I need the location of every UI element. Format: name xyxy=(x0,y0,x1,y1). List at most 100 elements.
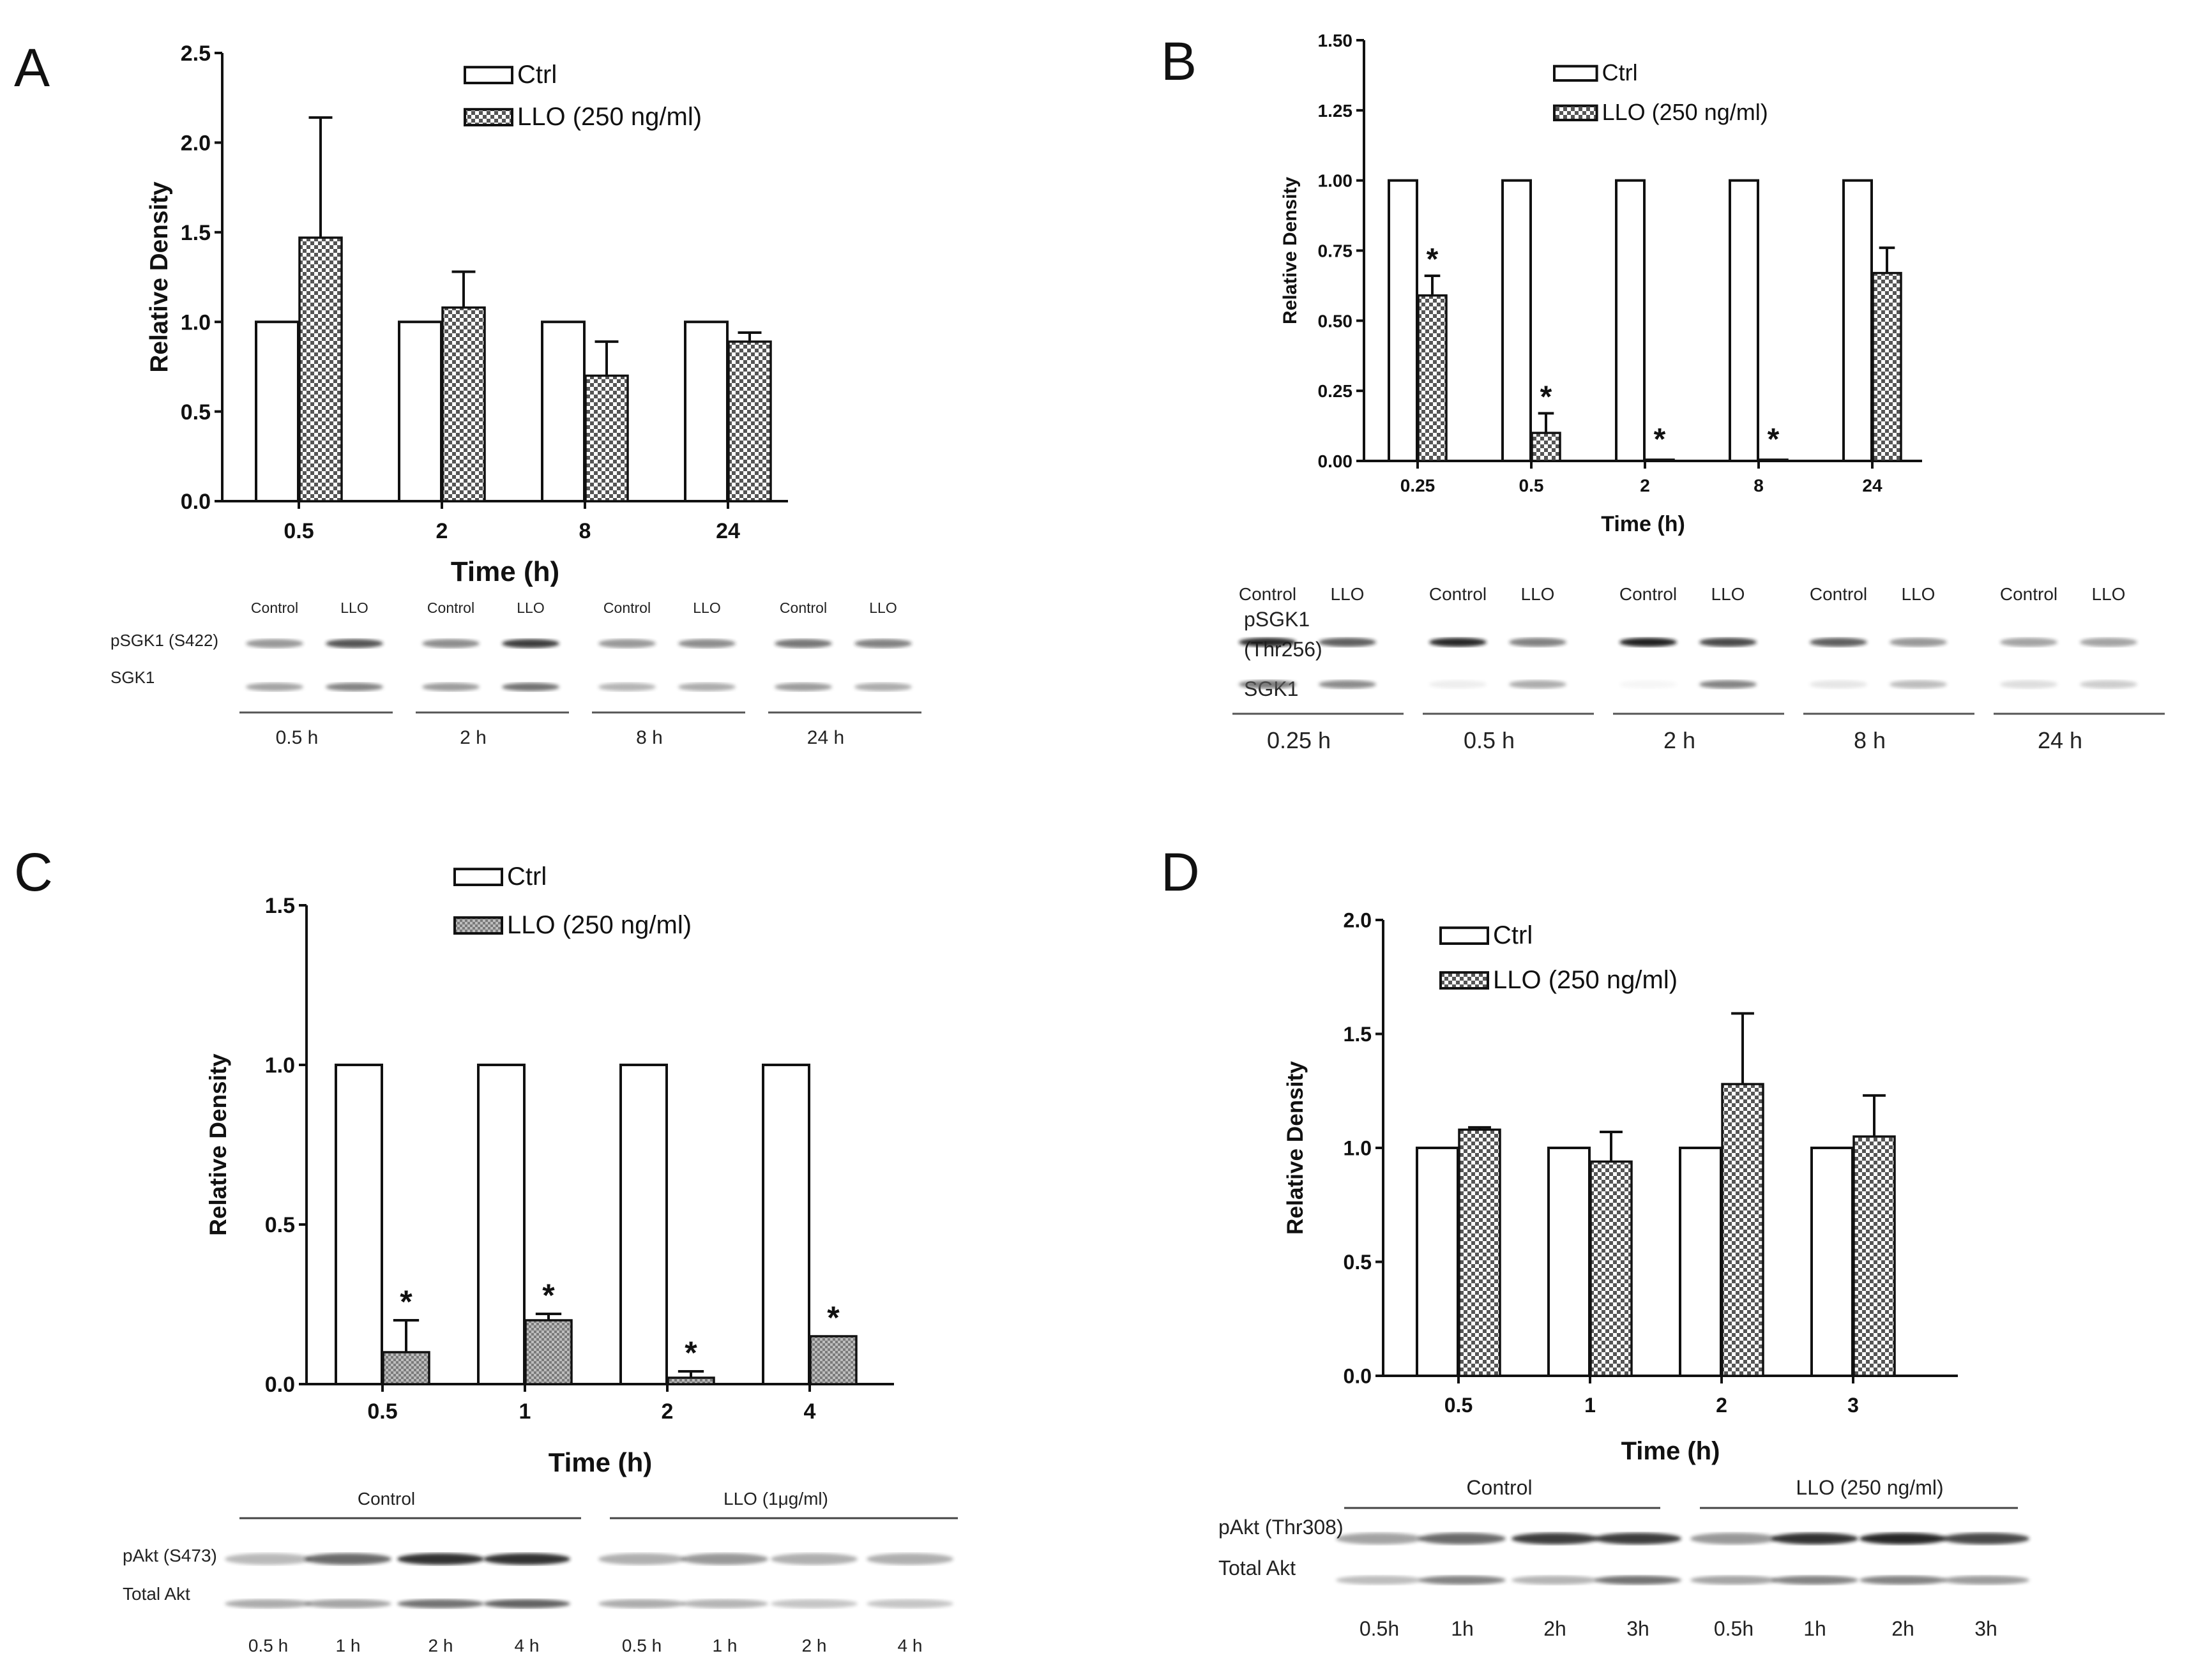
bar-ctrl xyxy=(1547,1147,1591,1377)
chart-a: 0.0 0.5 1.0 1.5 2.0 2.5 Relative Density 0.5 2 8 2… xyxy=(146,41,788,587)
x-axis-title: Time (h) xyxy=(1621,1437,1720,1465)
blot-band xyxy=(854,682,912,691)
blot-band xyxy=(1771,1533,1858,1544)
blot-band xyxy=(1336,1533,1423,1544)
blot-band xyxy=(483,1553,570,1565)
blot-band xyxy=(775,682,832,691)
y-tick-label: 0.50 xyxy=(1318,311,1353,331)
legend-label-llo: LLO (250 ng/ml) xyxy=(517,103,702,131)
x-tick-label: 24 xyxy=(1862,476,1882,495)
bar-llo xyxy=(441,306,486,502)
blot-lane-label: Control xyxy=(1619,584,1677,604)
bar-llo xyxy=(1589,1160,1633,1377)
significance-star: * xyxy=(827,1300,840,1336)
x-tick-label: 0.25 xyxy=(1400,476,1436,495)
legend: Ctrl LLO (250 ng/ml) xyxy=(453,863,692,939)
legend-label-llo: LLO (250 ng/ml) xyxy=(1493,966,1678,994)
bar-llo xyxy=(1758,458,1789,462)
legend-swatch-ctrl xyxy=(1553,64,1598,82)
y-tick-label: 0.5 xyxy=(265,1213,295,1237)
blot-band xyxy=(678,682,736,691)
blot-band xyxy=(1419,1533,1506,1544)
x-axis-title: Time (h) xyxy=(1601,512,1685,536)
legend-swatch-llo xyxy=(464,108,513,126)
blot-lane-label: 2h xyxy=(1891,1617,1914,1640)
blot-row-label: Total Akt xyxy=(1218,1556,1296,1579)
x-tick-label: 2 xyxy=(662,1399,674,1424)
bar-ctrl xyxy=(398,320,443,502)
y-tick-label: 2.5 xyxy=(181,41,211,66)
x-tick-label: 0.5 xyxy=(367,1399,397,1424)
legend: Ctrl LLO (250 ng/ml) xyxy=(1439,921,1678,994)
blot-band xyxy=(854,639,912,648)
blot-band xyxy=(771,1599,858,1608)
blot-lane-label: 1h xyxy=(1451,1617,1474,1640)
blot-band xyxy=(598,1553,685,1565)
y-tick-label: 0.00 xyxy=(1318,451,1353,471)
y-tick-label: 0.0 xyxy=(181,490,211,514)
y-tick-label: 2.0 xyxy=(1344,909,1372,932)
blot-band xyxy=(1943,1576,2029,1585)
blot-lane-label: Control xyxy=(251,599,298,616)
y-tick-label: 0.5 xyxy=(1344,1251,1372,1274)
x-tick-label: 4 xyxy=(804,1399,816,1424)
bar-llo xyxy=(1644,458,1675,462)
panel-b: B 0.00 0.25 0.50 0.75 1.00 1.25 1.50 Relative D… xyxy=(1161,31,2165,753)
blot-band xyxy=(1239,638,1296,647)
blot-lane-label: LLO xyxy=(693,599,720,616)
blot-band xyxy=(1699,680,1757,689)
bar-ctrl xyxy=(1501,179,1532,462)
blot-lane-label: 2 h xyxy=(802,1636,827,1655)
y-tick-label: 0.75 xyxy=(1318,241,1353,261)
bar-llo xyxy=(809,1335,858,1385)
blot-lane-label: Control xyxy=(603,599,651,616)
blot-lane-label: LLO xyxy=(1902,584,1936,604)
x-axis-title: Time (h) xyxy=(451,556,559,587)
blot-group-label: 2 h xyxy=(460,727,487,748)
bar-llo xyxy=(667,1376,715,1385)
x-tick-label: 0.5 xyxy=(1519,476,1544,495)
y-tick-label: 1.00 xyxy=(1318,171,1353,191)
blot-band xyxy=(1890,638,1947,647)
legend-label-ctrl: Ctrl xyxy=(1602,59,1638,86)
panel-c: C 0.0 0.5 1.0 1.5 Relative Density * 0.5 * 1 * 2 * 4… xyxy=(14,842,958,1655)
chart-d: 0.0 0.5 1.0 1.5 2.0 Relative Density 0.5 1 2 3 Tim… xyxy=(1283,909,1958,1465)
blot-band xyxy=(867,1599,953,1608)
blot-band xyxy=(681,1599,768,1608)
legend-label-llo: LLO (250 ng/ml) xyxy=(507,911,692,939)
y-tick-label: 2.0 xyxy=(181,132,211,156)
blot-band xyxy=(1419,1576,1506,1585)
blot-lane-label: 1 h xyxy=(713,1636,738,1655)
blot-band xyxy=(1509,638,1566,647)
blot-lane-label: 1h xyxy=(1803,1617,1826,1640)
blot-lane-label: 2 h xyxy=(428,1636,453,1655)
blot-band xyxy=(1699,638,1757,647)
blot-row-label: pSGK1 (S422) xyxy=(110,631,218,650)
blot-band xyxy=(1595,1576,1681,1585)
bar-llo xyxy=(1721,1083,1764,1377)
blot-band xyxy=(502,639,559,648)
bar-ctrl xyxy=(1416,1147,1459,1377)
x-tick-label: 1 xyxy=(1584,1394,1596,1417)
blot-band xyxy=(1619,680,1677,689)
blot-band xyxy=(1619,638,1677,647)
blot-lane-label: 3h xyxy=(1626,1617,1649,1640)
blot-row-label: Total Akt xyxy=(123,1584,190,1604)
blot-band xyxy=(2000,638,2057,647)
y-tick-label: 1.50 xyxy=(1318,31,1353,50)
blot-header-label: Control xyxy=(358,1489,415,1509)
bar-llo xyxy=(584,374,629,502)
legend-label-ctrl: Ctrl xyxy=(517,61,557,89)
bar-ctrl xyxy=(1679,1147,1722,1377)
blot-lane-label: Control xyxy=(1239,584,1296,604)
blot-band xyxy=(422,639,480,648)
blot-lane-label: 0.5h xyxy=(1360,1617,1399,1640)
bar-llo xyxy=(524,1319,573,1385)
blot-band xyxy=(771,1553,858,1565)
x-tick-label: 0.5 xyxy=(284,519,314,543)
blot-lane-label: LLO xyxy=(2092,584,2126,604)
blot-band xyxy=(225,1599,312,1608)
y-tick-label: 0.5 xyxy=(181,400,211,425)
blot-band xyxy=(1771,1576,1858,1585)
